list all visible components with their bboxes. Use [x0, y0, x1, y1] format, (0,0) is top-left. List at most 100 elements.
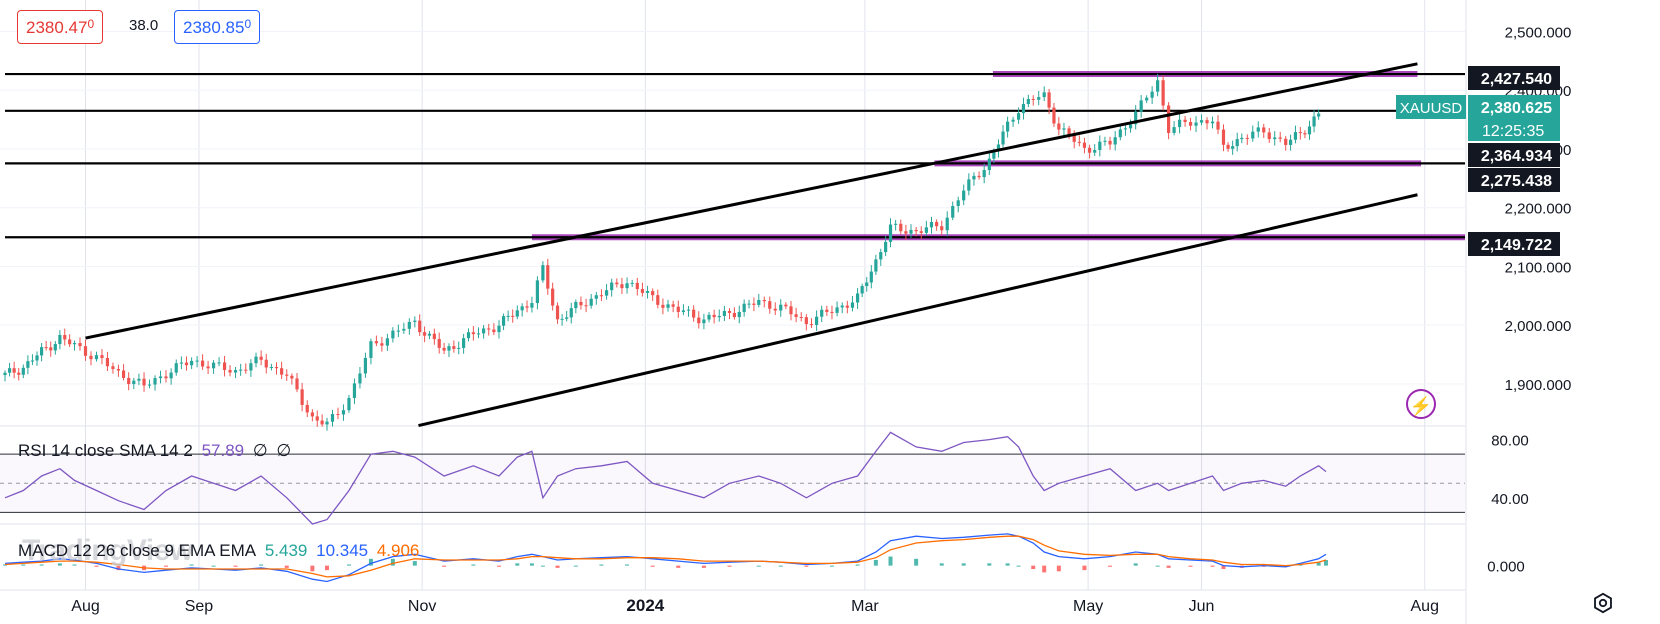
- candle-body: [511, 315, 515, 317]
- candle-body: [779, 304, 783, 311]
- candle-body: [1226, 144, 1230, 149]
- price-axis-tick: 2,100.000: [1505, 259, 1572, 276]
- candle-body: [972, 175, 976, 180]
- candle-body: [432, 333, 436, 340]
- spread-value: 38.0: [129, 17, 159, 34]
- price-axis-tick: 2,000.000: [1505, 318, 1572, 335]
- macd-legend-histogram: 5.439: [264, 541, 308, 560]
- candle-body: [992, 151, 996, 159]
- sell-price-box[interactable]: 2380.470: [17, 10, 104, 44]
- candle-body: [1021, 104, 1026, 114]
- candle-body: [254, 356, 258, 364]
- candle-body: [551, 288, 555, 306]
- sell-price-sup: 0: [87, 17, 95, 31]
- candle-body: [640, 289, 645, 293]
- settings-gear-icon[interactable]: [1592, 592, 1614, 614]
- candle-body: [233, 370, 238, 373]
- lightning-icon[interactable]: ⚡: [1406, 389, 1436, 419]
- candle-body: [1284, 138, 1288, 145]
- macd-legend[interactable]: MACD 12 26 close 9 EMA EMA 5.439 10.345 …: [18, 541, 423, 561]
- candle-body: [89, 355, 93, 360]
- candle-body: [1067, 128, 1071, 136]
- rsi-band: [0, 454, 1465, 513]
- macd-histogram-bar: [471, 564, 476, 566]
- channel-top-trendline: [85, 62, 1418, 340]
- candle-body: [358, 373, 362, 384]
- candle-body: [962, 190, 966, 201]
- rsi-pane: 80.00 40.00: [0, 431, 1529, 525]
- macd-axis-tick: 0.000: [1487, 559, 1525, 576]
- candle-body: [274, 367, 279, 369]
- candle-body: [945, 217, 949, 231]
- macd-histogram-bar: [1221, 565, 1226, 570]
- macd-histogram-bar: [939, 563, 944, 566]
- candle-body: [773, 308, 777, 311]
- price-label-box: [1468, 232, 1560, 256]
- candle-body: [39, 347, 44, 356]
- macd-histogram-bar: [1042, 565, 1047, 573]
- candle-body: [977, 175, 981, 178]
- candle-body: [1134, 111, 1138, 125]
- candle-body: [1267, 132, 1271, 140]
- candle-body: [914, 229, 918, 232]
- candle-body: [1235, 139, 1239, 147]
- candle-body: [44, 347, 48, 349]
- macd-histogram-bar: [1108, 565, 1113, 567]
- candle-body: [200, 360, 205, 367]
- macd-histogram-bar: [116, 565, 121, 571]
- symbol-tag: [1396, 95, 1466, 119]
- candle-body: [635, 282, 639, 290]
- candle-body: [1145, 97, 1149, 101]
- candle-body: [610, 282, 614, 291]
- candle-body: [1128, 124, 1133, 129]
- buy-price-box[interactable]: 2380.850: [174, 10, 261, 44]
- candle-body: [174, 363, 178, 373]
- candle-body: [211, 362, 216, 369]
- candle-body: [840, 305, 844, 308]
- candle-body: [1167, 105, 1171, 133]
- candle-body: [217, 362, 221, 364]
- candle-body: [94, 355, 99, 360]
- candle-body: [661, 304, 665, 308]
- candle-body: [305, 404, 309, 413]
- price-label-text: 2,149.722: [1481, 237, 1552, 254]
- candle-body: [929, 222, 934, 228]
- candle-body: [676, 306, 680, 312]
- candle-body: [169, 372, 173, 379]
- candle-body: [951, 206, 955, 218]
- time-axis-label: Nov: [408, 598, 436, 615]
- candle-body: [501, 316, 506, 326]
- macd-histogram-bar: [515, 563, 520, 566]
- candle-body: [589, 298, 593, 306]
- candle-body: [295, 378, 299, 390]
- macd-histogram-bar: [804, 565, 809, 567]
- candle-body: [1161, 80, 1165, 106]
- candle-body: [315, 416, 319, 421]
- price-axis-tick: 2,500.000: [1505, 24, 1572, 41]
- candle-body: [620, 284, 624, 289]
- candle-body: [239, 369, 243, 371]
- candle-body: [259, 356, 263, 360]
- candle-body: [1210, 121, 1215, 124]
- candle-body: [78, 343, 82, 347]
- macd-histogram-bar: [540, 565, 545, 567]
- candle-body: [1031, 99, 1035, 101]
- candle-body: [1052, 107, 1056, 124]
- candle-body: [940, 226, 944, 231]
- candle-body: [30, 360, 35, 362]
- price-axis-tick: 2,200.000: [1505, 201, 1572, 218]
- candle-body: [447, 346, 451, 351]
- candle-body: [1278, 137, 1282, 139]
- macd-histogram-bar: [1082, 565, 1087, 571]
- candle-body: [594, 295, 598, 299]
- macd-legend-macd: 10.345: [316, 541, 369, 560]
- rsi-legend[interactable]: RSI 14 close SMA 14 2 57.89 ∅ ∅: [18, 441, 295, 461]
- macd-histogram-bar: [873, 559, 878, 566]
- candle-body: [21, 367, 25, 375]
- candle-body: [835, 307, 839, 313]
- rsi-legend-extra-2: ∅: [276, 441, 292, 460]
- candle-body: [121, 370, 126, 378]
- candle-body: [1001, 131, 1005, 145]
- candle-body: [206, 366, 210, 369]
